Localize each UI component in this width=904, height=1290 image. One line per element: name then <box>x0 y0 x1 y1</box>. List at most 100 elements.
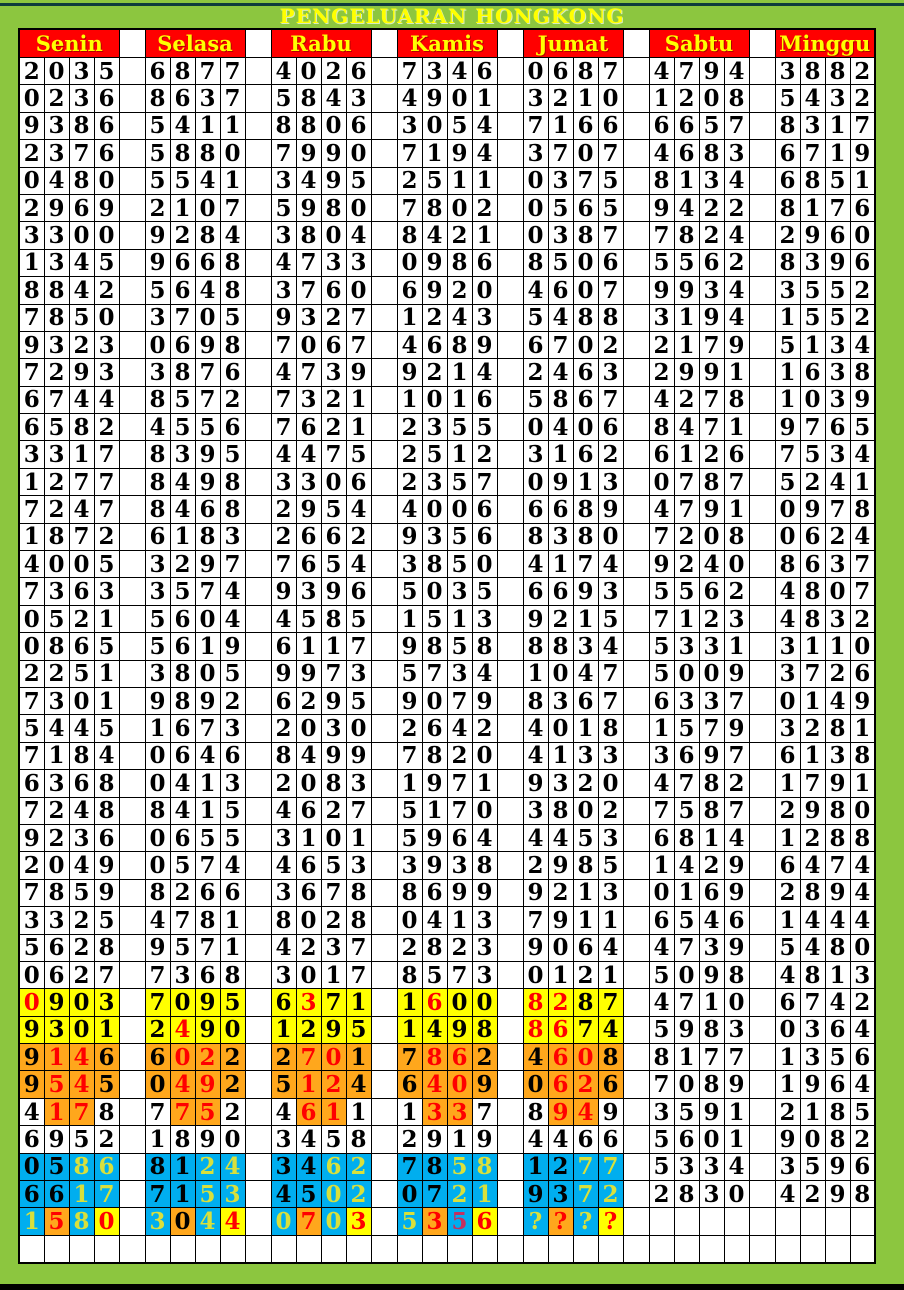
separator-cell <box>622 906 650 935</box>
digit-cell: 2 <box>396 933 423 962</box>
digit-cell: 1 <box>93 1015 120 1045</box>
digit-cell: 8 <box>572 221 599 250</box>
digit-cell: 9 <box>572 577 599 606</box>
digit-cell: 2 <box>799 1180 826 1209</box>
digit-cell: 5 <box>194 1097 221 1127</box>
digit-cell: 3 <box>295 303 322 332</box>
digit-cell: 6 <box>774 741 801 771</box>
separator-cell <box>244 878 272 908</box>
digit-cell: 6 <box>68 769 95 798</box>
digit-cell: 9 <box>723 933 750 962</box>
digit-cell: 2 <box>799 467 826 497</box>
digit-cell: 3 <box>18 440 45 469</box>
digit-cell: 4 <box>471 358 498 387</box>
digit-cell: 8 <box>144 385 171 415</box>
digit-cell: 0 <box>320 221 347 250</box>
digit-cell: 6 <box>849 659 876 688</box>
digit-cell: 5 <box>446 550 473 579</box>
digit-cell: 1 <box>572 714 599 743</box>
digit-cell: 6 <box>18 1180 45 1209</box>
digit-cell: 6 <box>93 111 120 141</box>
digit-cell: 0 <box>471 796 498 825</box>
digit-cell: 5 <box>824 276 851 305</box>
digit-cell: 8 <box>144 1152 171 1182</box>
digit-cell: 6 <box>219 413 246 442</box>
digit-cell: 2 <box>648 330 675 360</box>
separator-cell <box>370 686 398 716</box>
digit-cell: 4 <box>68 276 95 305</box>
digit-cell: 7 <box>648 221 675 250</box>
digit-cell: 3 <box>471 604 498 634</box>
digit-cell: 4 <box>68 851 95 880</box>
digit-cell: 0 <box>194 193 221 223</box>
digit-cell: 8 <box>849 823 876 853</box>
digit-cell: 0 <box>673 659 700 688</box>
digit-cell: 2 <box>295 933 322 962</box>
separator-cell <box>244 385 272 415</box>
digit-cell: 5 <box>18 933 45 962</box>
digit-cell: 7 <box>194 714 221 743</box>
digit-cell: 5 <box>446 1152 473 1182</box>
digit-cell: 6 <box>270 988 297 1017</box>
separator-cell <box>622 1070 650 1099</box>
digit-cell: 2 <box>43 358 70 387</box>
digit-cell: 9 <box>597 495 624 524</box>
separator-cell <box>244 741 272 771</box>
digit-cell: 4 <box>723 166 750 195</box>
digit-cell: 7 <box>194 851 221 880</box>
digit-cell: 6 <box>471 56 498 86</box>
separator-cell <box>118 358 146 387</box>
separator-cell <box>496 1015 524 1045</box>
digit-cell: 0 <box>68 686 95 716</box>
digit-cell: 9 <box>824 769 851 798</box>
digit-cell: 8 <box>68 1207 95 1236</box>
separator-cell <box>244 495 272 524</box>
separator-cell <box>370 714 398 743</box>
separator-cell <box>622 385 650 415</box>
digit-cell: 8 <box>446 248 473 278</box>
digit-cell: 0 <box>68 550 95 579</box>
digit-cell: 7 <box>597 139 624 168</box>
separator-cell <box>748 714 776 743</box>
digit-cell: 0 <box>522 56 549 86</box>
separator-cell <box>748 385 776 415</box>
separator-cell <box>244 1015 272 1045</box>
digit-cell: 9 <box>396 632 423 661</box>
digit-cell: 3 <box>522 440 549 469</box>
digit-cell: 1 <box>396 303 423 332</box>
digit-cell: 8 <box>43 303 70 332</box>
digit-cell: 6 <box>295 550 322 579</box>
digit-cell: 1 <box>723 1097 750 1127</box>
digit-cell <box>824 1234 851 1264</box>
separator-cell <box>622 276 650 305</box>
separator-cell <box>496 686 524 716</box>
digit-cell: 7 <box>144 1180 171 1209</box>
separator-cell <box>244 823 272 853</box>
digit-cell: 3 <box>270 1152 297 1182</box>
digit-cell: 5 <box>93 632 120 661</box>
separator-cell <box>244 1152 272 1182</box>
digit-cell: 5 <box>446 413 473 442</box>
digit-cell: 4 <box>219 221 246 250</box>
digit-cell: 0 <box>93 303 120 332</box>
digit-cell: 9 <box>774 413 801 442</box>
digit-cell: 1 <box>572 84 599 113</box>
digit-cell: 8 <box>723 960 750 990</box>
digit-cell: 9 <box>522 769 549 798</box>
digit-cell: 9 <box>93 193 120 223</box>
separator-cell <box>118 221 146 250</box>
digit-cell: 3 <box>774 632 801 661</box>
digit-cell: 8 <box>320 769 347 798</box>
digit-cell: 7 <box>824 851 851 880</box>
digit-cell: 2 <box>597 1180 624 1209</box>
digit-cell: 2 <box>18 56 45 86</box>
digit-cell: 2 <box>446 933 473 962</box>
digit-cell: 6 <box>471 385 498 415</box>
digit-cell: 9 <box>824 878 851 908</box>
digit-cell: 8 <box>572 522 599 552</box>
digit-cell: 4 <box>68 714 95 743</box>
